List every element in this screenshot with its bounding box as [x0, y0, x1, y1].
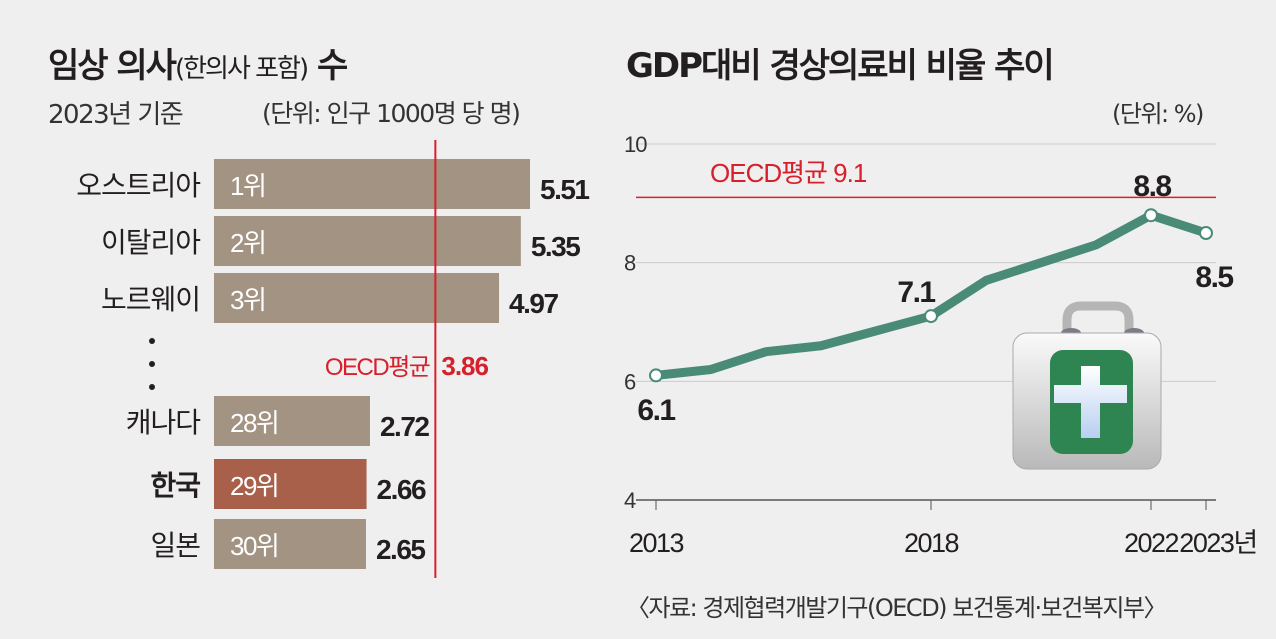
bar-5 [214, 519, 366, 569]
data-point-2022 [1144, 208, 1158, 223]
bar-4 [214, 459, 367, 509]
bar-value-label: 5.35 [531, 231, 580, 262]
x-tick-label: 2022 [1124, 528, 1179, 558]
point-label: 6.1 [637, 394, 675, 427]
oecd-line-label: OECD평균 9.1 [710, 158, 867, 188]
data-point-2023 [1199, 226, 1213, 240]
point-label: 8.8 [1133, 170, 1171, 203]
bar-rank-label: 28위 [230, 408, 278, 438]
x-tick-label: 2013 [629, 528, 684, 558]
oecd-value: 3.86 [441, 351, 488, 381]
oecd-label: OECD평균 [325, 354, 430, 381]
source-note: 〈자료: 경제협력개발기구(OECD) 보건통계·보건복지부〉 [626, 594, 1168, 622]
ellipsis-dot [149, 384, 155, 390]
bar-category-label: 캐나다 [126, 407, 201, 438]
bar-category-label: 이탈리아 [101, 227, 200, 258]
left-unit: (단위: 인구 1000명 당 명) [262, 99, 521, 128]
left-subtitle: 2023년 기준 [48, 100, 184, 130]
y-tick-label: 10 [624, 132, 647, 157]
first-aid-kit-icon [1012, 301, 1162, 470]
bar-1 [214, 216, 521, 266]
title-main: 임상 의사 [48, 46, 177, 86]
title-end: 수 [307, 46, 348, 86]
bar-value-label: 2.66 [377, 474, 426, 505]
bar-category-label: 오스트리아 [76, 170, 200, 201]
bar-value-label: 2.65 [376, 534, 425, 565]
y-tick-label: 4 [624, 488, 636, 513]
bar-3 [214, 396, 370, 446]
x-tick-label: 2018 [904, 528, 959, 558]
ellipsis-dot [149, 361, 155, 367]
right-unit: (단위: %) [1112, 100, 1204, 128]
bar-rank-label: 1위 [230, 171, 265, 201]
bar-2 [214, 273, 500, 323]
bar-value-label: 2.72 [380, 411, 429, 442]
bar-0 [214, 159, 530, 209]
y-tick-label: 6 [624, 369, 636, 394]
ellipsis-dot [149, 338, 155, 344]
bar-rank-label: 2위 [230, 228, 265, 258]
right-chart-title: GDP대비 경상의료비 비율 추이 [626, 46, 1055, 86]
left-chart-title: 임상 의사(한의사 포함) 수 [48, 38, 348, 87]
bar-value-label: 4.97 [509, 288, 558, 319]
bar-rank-label: 29위 [230, 471, 278, 501]
point-label: 8.5 [1195, 261, 1233, 294]
point-label: 7.1 [897, 276, 935, 309]
y-tick-label: 8 [624, 251, 636, 276]
data-point-2013 [649, 368, 663, 383]
data-point-2018 [924, 309, 938, 324]
bar-value-label: 5.51 [540, 174, 589, 205]
title-paren: (한의사 포함) [174, 54, 309, 84]
bar-category-label: 일본 [150, 530, 200, 561]
bar-rank-label: 3위 [230, 285, 265, 315]
bar-rank-label: 30위 [230, 531, 278, 561]
bar-category-label: 한국 [150, 470, 200, 501]
x-tick-label: 2023년 [1179, 528, 1256, 558]
bar-category-label: 노르웨이 [101, 284, 200, 315]
